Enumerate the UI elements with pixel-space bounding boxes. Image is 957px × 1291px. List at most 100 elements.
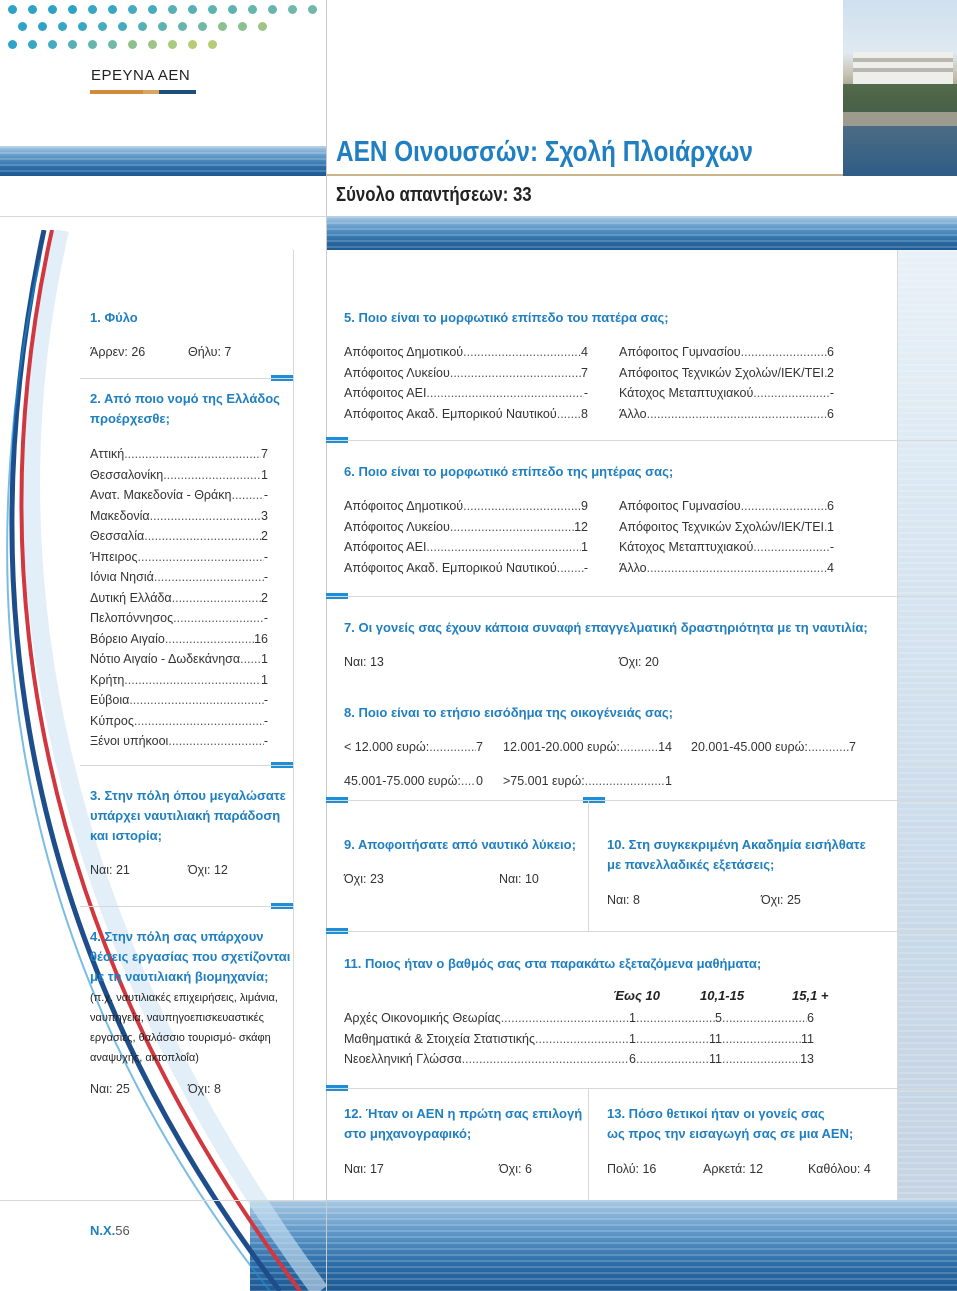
q8-item-5: >75.001 ευρώ: 1 [503, 771, 672, 792]
item-label: Αττική [90, 447, 125, 461]
q12-title-line2: στο μηχανογραφικό; [344, 1126, 472, 1141]
q4-note-line1: (π.χ. ναυτιλιακές επιχειρήσεις, λιμάνια, [90, 992, 278, 1004]
section-label: ΕΡΕΥΝΑ ΑΕΝ [91, 67, 191, 84]
item-label: Νότιο Αιγαίο - Δωδεκάνησα [90, 652, 241, 666]
right-col-divider [897, 250, 898, 1200]
q1-female: Θήλυ: 7 [188, 345, 232, 359]
footer-water-band [250, 1200, 957, 1291]
list-item: Μακεδονία 3 [90, 506, 268, 527]
row-value-3: 6 [807, 1011, 814, 1025]
row-value-2: 11 [709, 1052, 722, 1066]
right-divider [326, 931, 957, 932]
item-label: Απόφοιτος Γυμνασίου [619, 499, 741, 513]
page-number-value: 56 [115, 1223, 130, 1238]
item-value: 1 [665, 774, 672, 788]
item-label: Κύπρος [90, 713, 134, 728]
item-label: 45.001-75.000 ευρώ: [344, 774, 461, 788]
item-label: Απόφοιτος ΑΕΙ [344, 386, 427, 400]
q1-male: Άρρεν: 26 [90, 345, 146, 359]
item-label: Δυτική Ελλάδα [90, 590, 172, 605]
list-item: Κάτοχος Μεταπτυχιακού - [619, 537, 834, 558]
q5-title: 5. Ποιο είναι το μορφωτικό επίπεδο του π… [344, 310, 669, 325]
q4-title-line1: 4. Στην πόλη σας υπάρχουν [90, 929, 264, 944]
list-item: Αττική 7 [90, 444, 268, 465]
q3-title-line3: και ιστορία; [90, 828, 162, 843]
q12-title: 12. Ήταν οι ΑΕΝ η πρώτη σας επιλογή στο … [344, 1104, 582, 1144]
decorative-arcs [6, 230, 328, 1291]
item-label: Απόφοιτος Γυμνασίου [619, 345, 741, 359]
q12-title-line1: 12. Ήταν οι ΑΕΝ η πρώτη σας επιλογή [344, 1106, 583, 1121]
q9-no: Όχι: 23 [344, 872, 384, 886]
q8-item-2: 12.001-20.000 ευρώ: 14 [503, 737, 672, 758]
item-label: Κάτοχος Μεταπτυχιακού [619, 540, 754, 554]
center-divider [326, 0, 327, 1291]
list-item: Απόφοιτος ΑΕΙ - [344, 383, 588, 404]
q6-col1: Απόφοιτος Δημοτικού 9 Απόφοιτος Λυκείου 12… [344, 496, 588, 578]
list-item: Θεσσαλονίκη 1 [90, 465, 268, 486]
list-item: Απόφοιτος Δημοτικού 9 [344, 496, 588, 517]
q10-title: 10. Στη συγκεκριμένη Ακαδημία εισήλθατε … [607, 835, 866, 875]
q8-item-1: < 12.000 ευρώ: 7 [344, 737, 483, 758]
section-label-bar [90, 90, 196, 94]
item-value: 1 [581, 540, 588, 554]
q13-c: Καθόλου: 4 [808, 1162, 871, 1176]
item-value: - [263, 570, 268, 584]
q10-yes: Ναι: 8 [607, 893, 640, 907]
item-value: 12 [574, 519, 588, 534]
row-value-1: 6 [629, 1052, 636, 1066]
row-value-3: 13 [800, 1052, 814, 1066]
q3-title-line1: 3. Στην πόλη όπου μεγαλώσατε [90, 788, 286, 803]
q3-title-line2: υπάρχει ναυτιλιακή παράδοση [90, 808, 281, 823]
item-value: 2 [827, 365, 834, 380]
item-value: 6 [827, 345, 834, 359]
left-top-divider [0, 216, 326, 217]
item-value: 4 [581, 345, 588, 359]
item-label: Απόφοιτος Δημοτικού [344, 499, 464, 513]
q13-a: Πολύ: 16 [607, 1162, 657, 1176]
q1-title: 1. Φύλο [90, 310, 138, 325]
list-item: Απόφοιτος ΑΕΙ 1 [344, 537, 588, 558]
q13-title-line2: ως προς την εισαγωγή σας σε μια ΑΕΝ; [607, 1126, 854, 1141]
item-label: Βόρειο Αιγαίο [90, 631, 165, 646]
item-label: < 12.000 ευρώ: [344, 740, 430, 754]
item-label: Κρήτη [90, 672, 125, 687]
q10-title-line1: 10. Στη συγκεκριμένη Ακαδημία εισήλθατε [607, 837, 866, 852]
list-item: Απόφοιτος Γυμνασίου 6 [619, 496, 834, 517]
q13-b: Αρκετά: 12 [703, 1162, 764, 1176]
item-value: - [829, 540, 834, 554]
list-item: Απόφοιτος Γυμνασίου 6 [619, 342, 834, 363]
q4-title-line3: με τη ναυτιλιακή βιομηχανία; [90, 969, 269, 984]
item-value: 4 [827, 560, 834, 575]
item-label: 20.001-45.000 ευρώ: [691, 740, 808, 754]
item-label: Απόφοιτος ΑΕΙ [344, 540, 427, 554]
list-item: Εύβοια - [90, 690, 268, 711]
item-label: Απόφοιτος Τεχνικών Σχολών/ΙΕΚ/ΤΕΙ [619, 519, 825, 534]
q2-title-line1: 2. Από ποιο νομό της Ελλάδος [90, 391, 280, 406]
list-item: Κρήτη 1 [90, 670, 268, 691]
list-item: Ανατ. Μακεδονία - Θράκη - [90, 485, 268, 506]
item-label: Απόφοιτος Δημοτικού [344, 345, 464, 359]
list-item: Ξένοι υπήκοοι - [90, 731, 268, 752]
item-label: Μακεδονία [90, 508, 150, 523]
q7-no: Όχι: 20 [619, 655, 659, 669]
item-label: Ήπειρος [90, 549, 138, 564]
list-item: Άλλο 4 [619, 558, 834, 579]
title-underline [326, 174, 843, 176]
list-item: Άλλο 6 [619, 404, 834, 425]
item-label: Ιόνια Νησιά [90, 570, 154, 584]
item-label: >75.001 ευρώ: [503, 774, 585, 788]
item-label: Απόφοιτος Λυκείου [344, 519, 450, 534]
q10-title-line2: με πανελλαδικές εξετάσεις; [607, 857, 775, 872]
list-item: Απόφοιτος Τεχνικών Σχολών/ΙΕΚ/ΤΕΙ1 [619, 517, 834, 538]
right-divider [326, 440, 957, 441]
q9-title: 9. Αποφοιτήσατε από ναυτικό λύκειο; [344, 837, 576, 852]
list-item: Νότιο Αιγαίο - Δωδεκάνησα 1 [90, 649, 268, 670]
item-value: - [263, 488, 268, 502]
left-divider [80, 378, 294, 379]
row-label: Αρχές Οικονομικής Θεωρίας [344, 1011, 501, 1025]
q8-item-3: 20.001-45.000 ευρώ: 7 [691, 737, 856, 758]
page-number-prefix: N. [90, 1223, 103, 1238]
item-value: - [583, 386, 588, 400]
q11-table: Αρχές Οικονομικής Θεωρίας 1 5 6 Μαθηματικ… [344, 1008, 819, 1070]
right-divider [326, 1088, 957, 1089]
